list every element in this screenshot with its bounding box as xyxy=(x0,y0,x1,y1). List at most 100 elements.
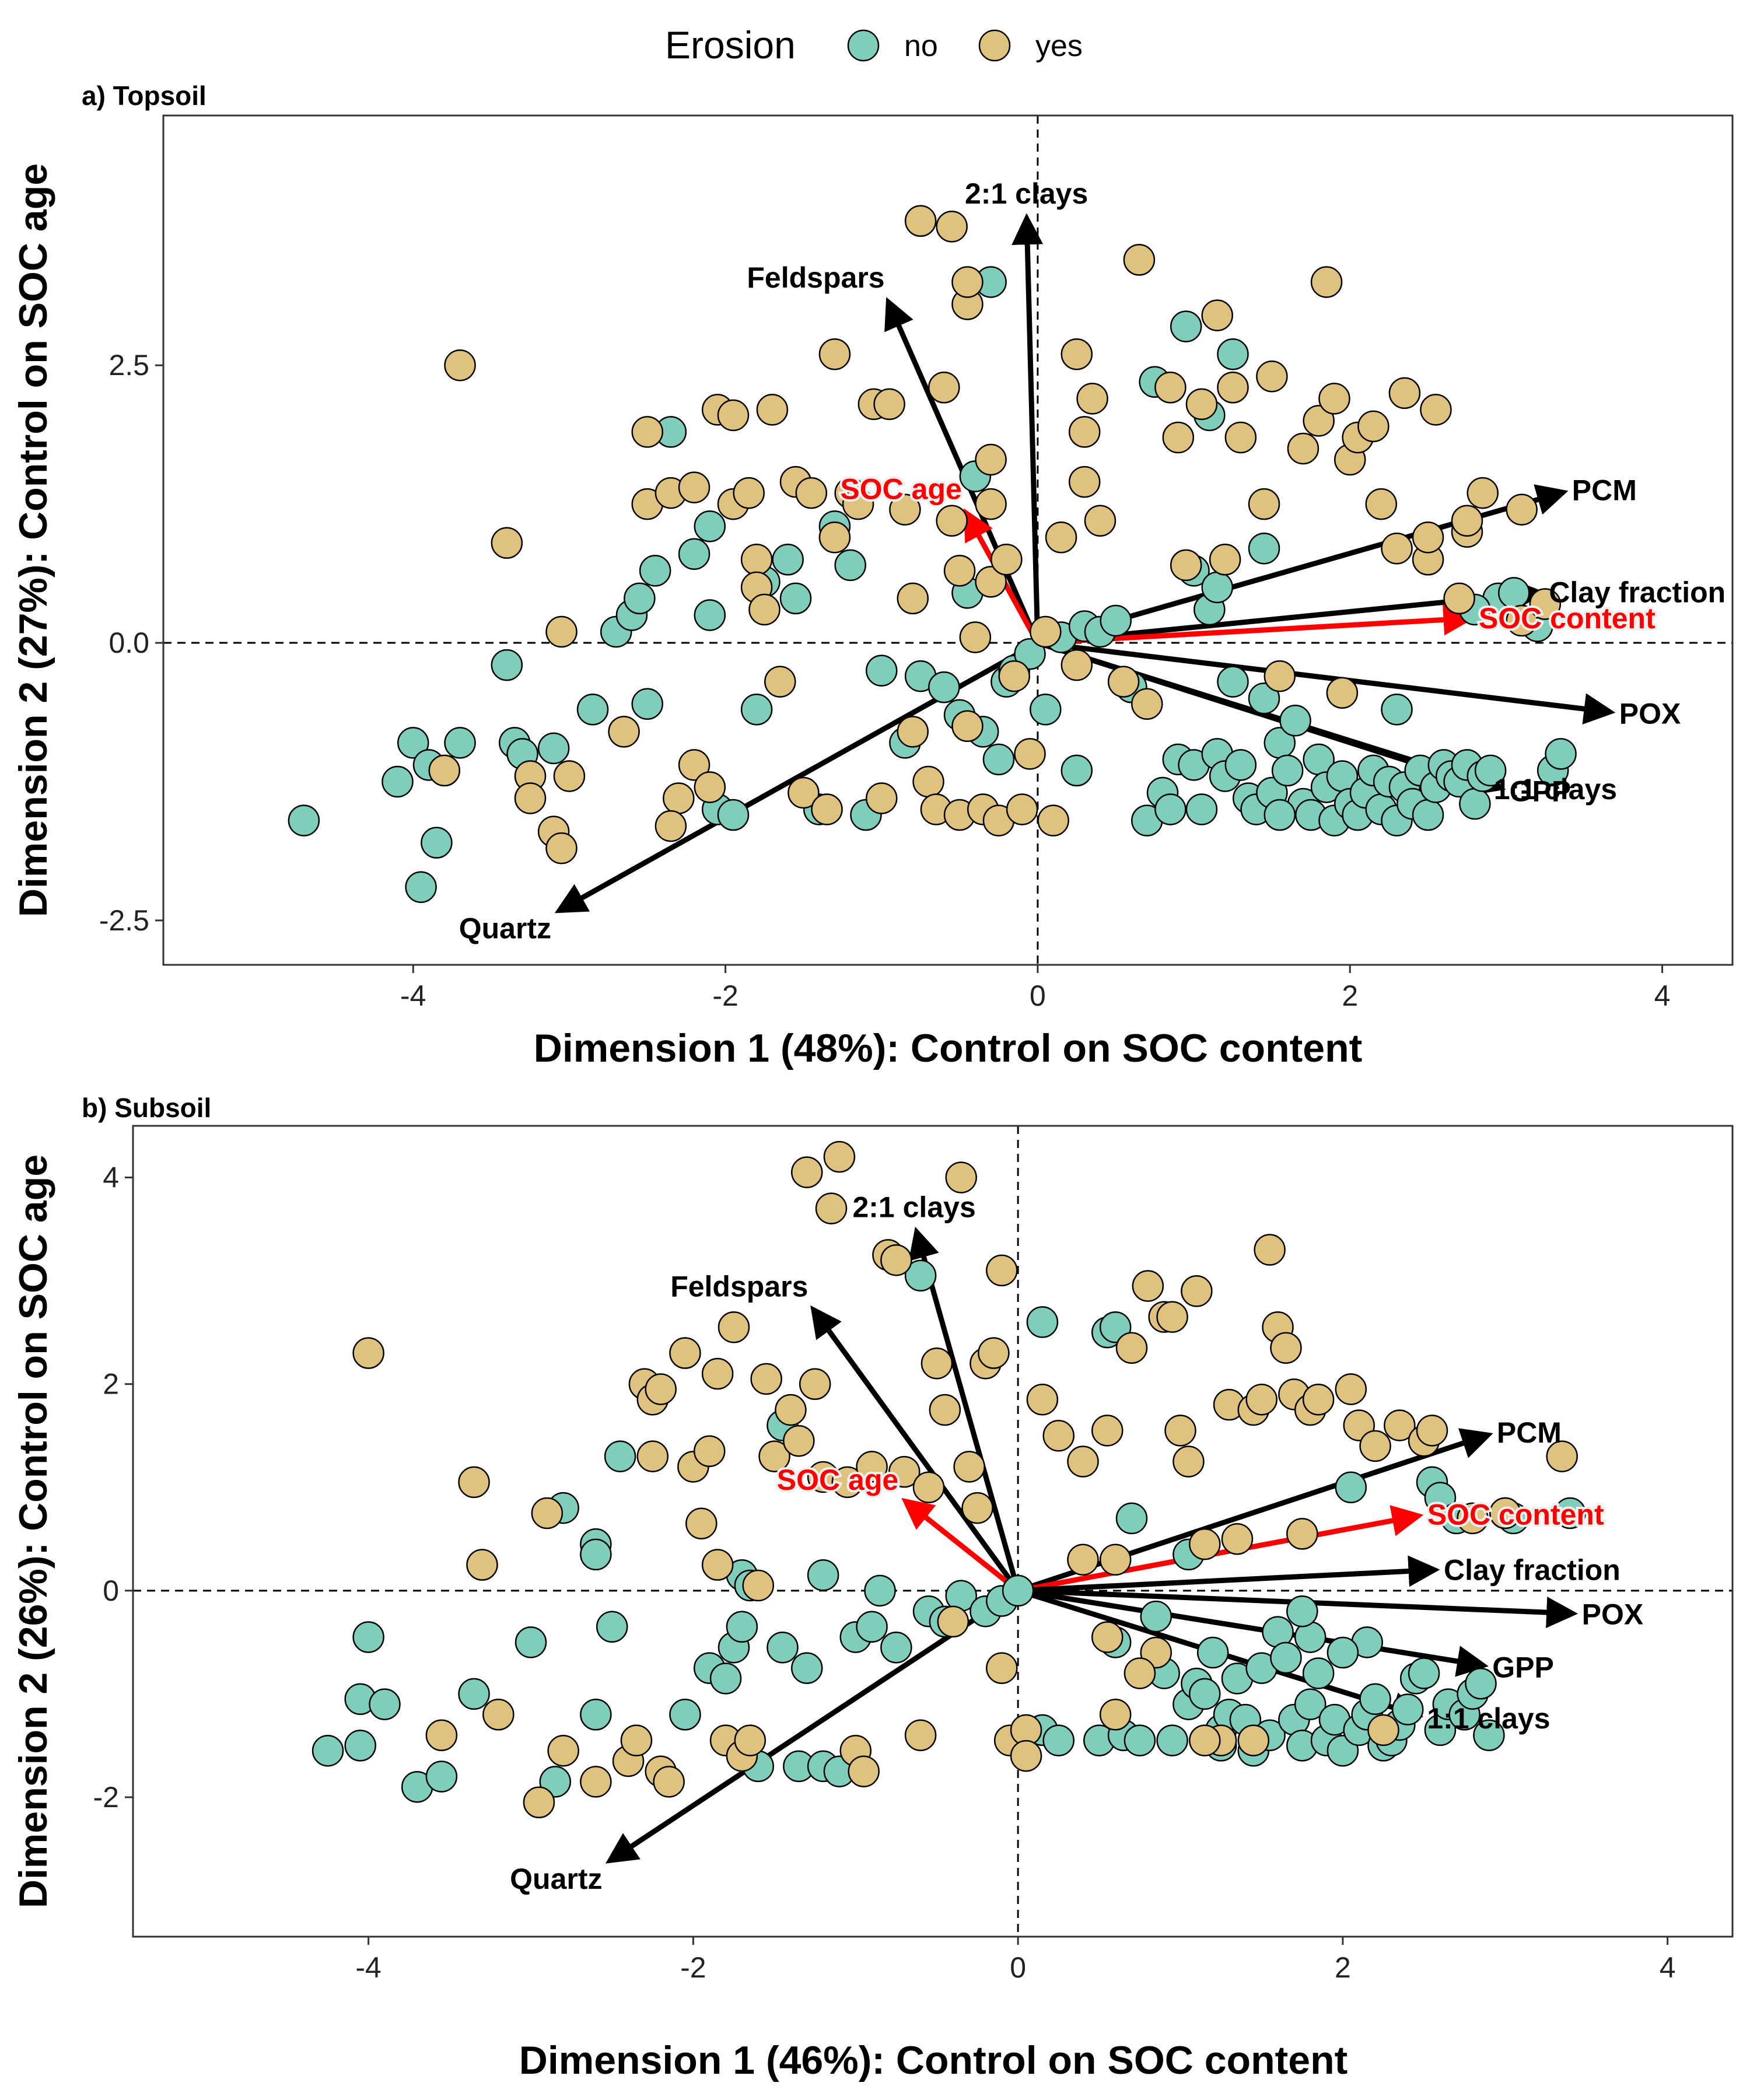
y-tick-label: 0 xyxy=(103,1574,119,1607)
point-erosion-yes xyxy=(764,666,796,698)
point-erosion-no xyxy=(864,1574,896,1607)
point-erosion-yes xyxy=(943,555,976,587)
point-erosion-yes xyxy=(1091,1415,1124,1447)
point-erosion-yes xyxy=(466,1549,498,1581)
point-erosion-yes xyxy=(1067,1544,1099,1576)
point-erosion-yes xyxy=(444,349,476,382)
point-erosion-yes xyxy=(1189,1528,1221,1560)
x-tick-label: 2 xyxy=(1335,1951,1351,1984)
point-erosion-yes xyxy=(1506,494,1538,526)
point-erosion-yes xyxy=(823,1140,856,1173)
point-erosion-yes xyxy=(953,1451,985,1483)
y-tick-label: 4 xyxy=(103,1161,119,1194)
point-erosion-yes xyxy=(694,771,726,803)
y-tick-label: -2 xyxy=(93,1781,119,1814)
point-erosion-yes xyxy=(1466,477,1499,509)
point-erosion-yes xyxy=(928,372,960,404)
point-erosion-no xyxy=(421,827,453,859)
x-tick-label: 2 xyxy=(1342,979,1358,1012)
point-erosion-yes xyxy=(1172,1446,1205,1478)
point-erosion-yes xyxy=(608,716,640,748)
vector-quartz xyxy=(554,640,1040,914)
point-erosion-no xyxy=(1412,799,1444,831)
point-erosion-no xyxy=(1140,1600,1172,1633)
point-erosion-yes xyxy=(975,488,1007,520)
point-erosion-no xyxy=(807,1559,839,1591)
point-erosion-no xyxy=(880,1631,912,1664)
point-erosion-yes xyxy=(740,544,773,576)
point-erosion-no xyxy=(1474,754,1507,787)
point-erosion-yes xyxy=(1010,1740,1042,1772)
point-erosion-yes xyxy=(831,1466,864,1499)
point-erosion-no xyxy=(1545,738,1577,770)
point-erosion-yes xyxy=(663,782,695,814)
point-erosion-yes xyxy=(1221,1523,1254,1555)
point-erosion-yes xyxy=(733,477,765,509)
point-erosion-no xyxy=(1196,1636,1229,1669)
point-erosion-yes xyxy=(1451,505,1483,537)
point-erosion-yes xyxy=(631,416,664,448)
point-erosion-no xyxy=(1248,533,1280,565)
point-erosion-yes xyxy=(848,1755,880,1787)
point-erosion-yes xyxy=(873,388,905,421)
point-erosion-no xyxy=(1286,1595,1318,1628)
y-tick-label: 2 xyxy=(103,1368,119,1401)
point-erosion-yes xyxy=(1060,649,1093,681)
point-erosion-no xyxy=(1115,1502,1148,1535)
vector-label-pcm: PCM xyxy=(1497,1416,1562,1449)
point-erosion-no xyxy=(537,732,570,765)
vector-feldspars xyxy=(810,1305,1020,1592)
panel-topsoil: a) Topsoil 2:1 clays Feldspars SOC age PCM C… xyxy=(11,80,1734,1070)
x-tick-label: -4 xyxy=(355,1951,381,1984)
point-erosion-yes xyxy=(701,1549,734,1581)
point-erosion-yes xyxy=(1416,1415,1448,1447)
point-erosion-yes xyxy=(986,1254,1018,1287)
point-erosion-yes xyxy=(425,1719,458,1751)
point-erosion-no xyxy=(1248,682,1280,715)
point-erosion-no xyxy=(1026,1306,1059,1338)
point-erosion-yes xyxy=(1030,615,1062,648)
point-erosion-yes xyxy=(1014,738,1046,770)
point-erosion-yes xyxy=(1124,1657,1156,1689)
point-erosion-no xyxy=(1473,1719,1505,1751)
vector-label-quartz: Quartz xyxy=(459,912,551,945)
point-erosion-no xyxy=(1335,1471,1367,1503)
point-erosion-yes xyxy=(959,621,992,653)
point-erosion-no xyxy=(1201,571,1233,604)
point-erosion-yes xyxy=(1164,1415,1196,1447)
point-erosion-no xyxy=(694,599,726,631)
point-erosion-yes xyxy=(1245,1383,1278,1416)
vector-label-clay-fraction: Clay fraction xyxy=(1549,576,1726,608)
plot-frame xyxy=(132,1125,1734,1938)
point-erosion-no xyxy=(580,1538,612,1571)
point-erosion-yes xyxy=(1224,421,1257,454)
point-erosion-no xyxy=(1381,693,1413,726)
point-erosion-yes xyxy=(1287,432,1320,465)
point-erosion-no xyxy=(779,582,812,615)
panel-label: b) Subsoil xyxy=(82,1093,211,1123)
point-erosion-yes xyxy=(523,1786,555,1819)
y-tick-label: -2.5 xyxy=(99,904,149,937)
point-erosion-yes xyxy=(1286,1518,1318,1550)
point-erosion-yes xyxy=(458,1466,490,1499)
vector-label-quartz: Quartz xyxy=(510,1863,602,1895)
point-erosion-yes xyxy=(636,1440,669,1472)
point-erosion-yes xyxy=(1303,405,1335,437)
point-erosion-no xyxy=(928,671,960,704)
point-erosion-no xyxy=(288,804,320,836)
point-erosion-no xyxy=(1326,1636,1359,1669)
point-erosion-yes xyxy=(1060,338,1093,370)
point-erosion-yes xyxy=(1099,1544,1132,1576)
vector-label-feldspars: Feldspars xyxy=(670,1270,808,1303)
point-erosion-yes xyxy=(1248,488,1280,520)
point-erosion-yes xyxy=(1170,549,1202,582)
point-erosion-yes xyxy=(1006,793,1038,825)
point-erosion-yes xyxy=(1529,588,1562,620)
point-erosion-no xyxy=(834,549,866,582)
point-erosion-yes xyxy=(1068,416,1101,448)
point-erosion-no xyxy=(1170,310,1202,342)
point-erosion-no xyxy=(1359,1683,1391,1715)
x-tick-label: -4 xyxy=(400,979,426,1012)
point-erosion-yes xyxy=(1154,372,1186,404)
